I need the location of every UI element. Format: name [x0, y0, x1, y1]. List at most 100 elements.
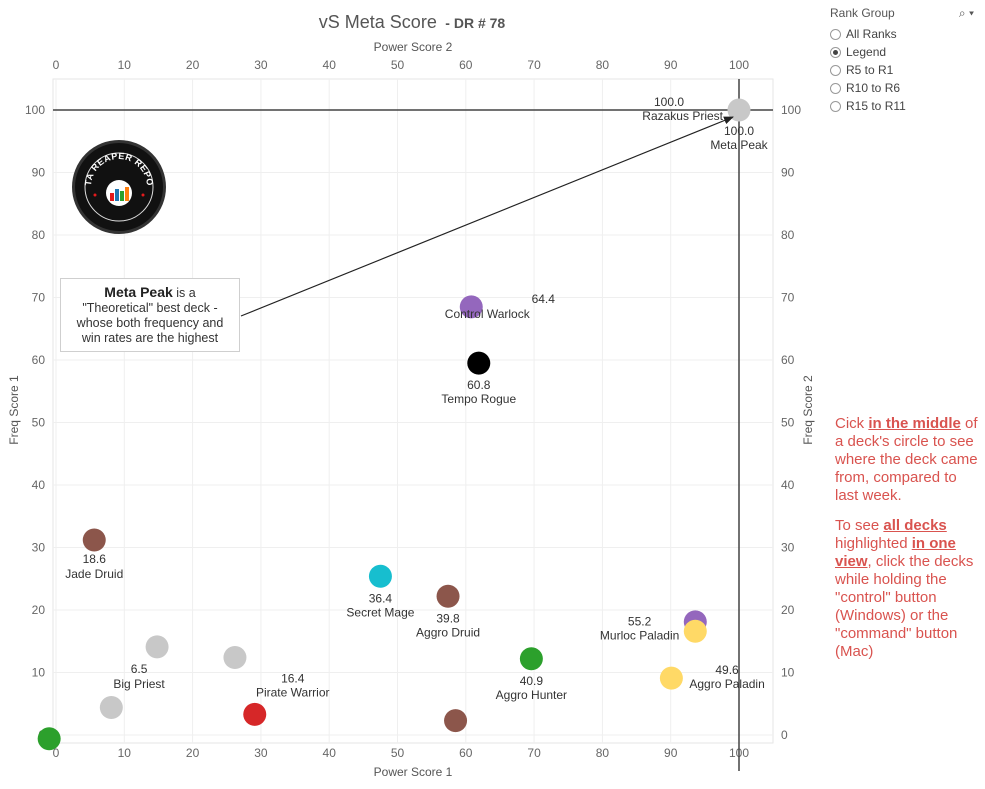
rank-option-label: Legend	[846, 45, 887, 59]
y-tick-label-right: 90	[781, 166, 795, 180]
y-tick-label-right: 20	[781, 603, 795, 617]
y-tick-label-left: 60	[32, 353, 46, 367]
rank-option-label: R5 to R1	[846, 63, 894, 77]
control-warlock-value-label: 64.4	[532, 292, 556, 306]
secret-mage-name-label: Secret Mage	[346, 605, 414, 619]
annotation-line2: "Theoretical" best deck -	[82, 301, 218, 315]
aggro-hunter-value-label: 40.9	[520, 674, 544, 688]
aggro-hunter-name-label: Aggro Hunter	[496, 688, 567, 702]
jade-druid-value-label: 18.6	[83, 552, 107, 566]
murloc-paladin-value-label: 55.2	[628, 614, 652, 628]
x-tick-label-top: 0	[53, 58, 60, 72]
x-tick-label-top: 20	[186, 58, 200, 72]
pirate-warrior-name-label: Pirate Warrior	[256, 685, 330, 699]
x-tick-label-top: 10	[118, 58, 132, 72]
aggro-paladin-name-label: Aggro Paladin	[689, 677, 764, 691]
instruction-2: To see all decks highlighted in one view…	[835, 517, 974, 660]
aggro-hunter-point[interactable]	[519, 647, 543, 671]
aggro-druid-name-label: Aggro Druid	[416, 625, 480, 639]
annotation-line3: whose both frequency and	[76, 316, 224, 330]
x-tick-label-bottom: 20	[186, 746, 200, 760]
aggro-druid-point[interactable]	[436, 584, 460, 608]
rank-option-legend[interactable]: Legend	[830, 43, 980, 61]
meta-peak-annotation: Meta Peak is a "Theoretical" best deck -…	[60, 278, 240, 352]
razakus-priest-value-label: 100.0	[654, 95, 684, 109]
x-tick-label-bottom: 90	[664, 746, 678, 760]
y-tick-label-right: 0	[781, 728, 788, 742]
tempo-rogue-point[interactable]	[467, 351, 491, 375]
data-reaper-logo: DATA REAPER REPORT	[72, 140, 166, 234]
radio-icon[interactable]	[830, 46, 841, 58]
big-priest-value-label: 6.5	[131, 662, 148, 676]
meta-peak-value-label: 100.0	[724, 124, 754, 138]
unlabeled-deck-point[interactable]	[37, 727, 61, 751]
radio-icon[interactable]	[830, 64, 841, 76]
x-axis-top-title: Power Score 2	[374, 40, 453, 54]
logo-emblem-icon: DATA REAPER REPORT	[81, 149, 155, 222]
x-axis-bottom-title: Power Score 1	[374, 765, 453, 779]
big-priest-name-label: Big Priest	[113, 677, 165, 691]
y-axis-right-title: Freq Score 2	[801, 375, 815, 445]
instruction-1: Cick in the middle of a deck's circle to…	[835, 415, 978, 504]
x-tick-label-bottom: 50	[391, 746, 405, 760]
tempo-rogue-name-label: Tempo Rogue	[441, 392, 516, 406]
y-tick-label-left: 70	[32, 291, 46, 305]
aggro-paladin-value-label: 49.6	[715, 663, 739, 677]
radio-icon[interactable]	[830, 82, 841, 94]
instructions-note: Cick in the middle of a deck's circle to…	[835, 415, 980, 673]
rank-option-all-ranks[interactable]: All Ranks	[830, 25, 980, 43]
y-tick-label-left: 20	[32, 603, 46, 617]
rank-group-filter: Rank Group ⌕ ▾ All Ranks Legend R5 to R1 R1…	[830, 6, 980, 115]
y-tick-label-right: 10	[781, 666, 795, 680]
x-tick-label-top: 30	[254, 58, 268, 72]
control-warlock-name-label: Control Warlock	[445, 307, 531, 321]
x-tick-label-top: 80	[596, 58, 610, 72]
murloc-paladin-point[interactable]	[683, 619, 707, 643]
x-tick-label-top: 100	[729, 58, 749, 72]
rank-option-label: All Ranks	[846, 27, 897, 41]
x-tick-label-bottom: 10	[118, 746, 132, 760]
jade-druid-point[interactable]	[82, 528, 106, 552]
radio-icon[interactable]	[830, 28, 841, 40]
pirate-warrior-point[interactable]	[243, 702, 267, 726]
x-tick-label-bottom: 70	[527, 746, 541, 760]
radio-icon[interactable]	[830, 100, 841, 112]
meta-peak-arrow	[240, 116, 734, 317]
y-tick-label-left: 80	[32, 228, 46, 242]
unlabeled-deck-point[interactable]	[223, 646, 247, 669]
unlabeled-deck-point[interactable]	[444, 709, 468, 733]
rank-option-r5-to-r1[interactable]: R5 to R1	[830, 61, 980, 79]
y-tick-label-right: 40	[781, 478, 795, 492]
annotation-line4: win rates are the highest	[81, 331, 219, 345]
rank-option-label: R10 to R6	[846, 81, 901, 95]
razakus-priest-point[interactable]	[727, 98, 751, 122]
unlabeled-deck-point[interactable]	[99, 696, 123, 719]
aggro-paladin-point[interactable]	[659, 666, 683, 690]
x-tick-label-top: 50	[391, 58, 405, 72]
secret-mage-value-label: 36.4	[369, 591, 393, 605]
rank-option-r10-to-r6[interactable]: R10 to R6	[830, 79, 980, 97]
rank-group-title: Rank Group	[830, 6, 895, 20]
x-tick-label-top: 90	[664, 58, 678, 72]
big-priest-point[interactable]	[145, 635, 169, 659]
rank-option-r15-to-r11[interactable]: R15 to R11	[830, 97, 980, 115]
x-tick-label-bottom: 0	[53, 746, 60, 760]
murloc-paladin-name-label: Murloc Paladin	[600, 628, 679, 642]
y-tick-label-right: 50	[781, 416, 795, 430]
aggro-druid-value-label: 39.8	[436, 611, 460, 625]
secret-mage-point[interactable]	[368, 564, 392, 588]
x-tick-label-bottom: 60	[459, 746, 473, 760]
rank-option-label: R15 to R11	[846, 99, 906, 113]
annotation-line1: is a	[172, 286, 196, 300]
y-tick-label-left: 90	[32, 166, 46, 180]
x-tick-label-bottom: 30	[254, 746, 268, 760]
x-tick-label-bottom: 40	[323, 746, 337, 760]
y-tick-label-left: 10	[32, 666, 46, 680]
y-tick-label-right: 30	[781, 541, 795, 555]
x-tick-label-top: 60	[459, 58, 473, 72]
jade-druid-name-label: Jade Druid	[65, 567, 123, 581]
y-tick-label-left: 100	[25, 103, 45, 117]
filter-menu-icon[interactable]: ⌕ ▾	[958, 6, 974, 20]
control-warlock-point[interactable]	[459, 295, 483, 319]
y-tick-label-left: 50	[32, 416, 46, 430]
